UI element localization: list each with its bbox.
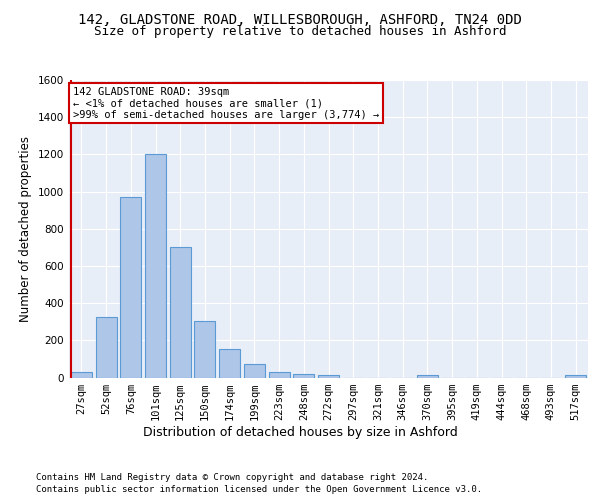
Bar xyxy=(145,154,166,378)
Bar xyxy=(565,376,586,378)
Bar xyxy=(244,364,265,378)
Bar xyxy=(293,374,314,378)
Text: Contains public sector information licensed under the Open Government Licence v3: Contains public sector information licen… xyxy=(36,485,482,494)
Bar xyxy=(95,317,116,378)
Bar xyxy=(120,197,141,378)
Bar xyxy=(71,372,92,378)
Text: Contains HM Land Registry data © Crown copyright and database right 2024.: Contains HM Land Registry data © Crown c… xyxy=(36,472,428,482)
Bar xyxy=(219,348,240,378)
Bar xyxy=(170,248,191,378)
Text: Distribution of detached houses by size in Ashford: Distribution of detached houses by size … xyxy=(143,426,457,439)
Bar xyxy=(318,374,339,378)
Bar xyxy=(194,321,215,378)
Text: Size of property relative to detached houses in Ashford: Size of property relative to detached ho… xyxy=(94,25,506,38)
Bar xyxy=(269,372,290,378)
Text: 142 GLADSTONE ROAD: 39sqm
← <1% of detached houses are smaller (1)
>99% of semi-: 142 GLADSTONE ROAD: 39sqm ← <1% of detac… xyxy=(73,86,379,120)
Bar xyxy=(417,376,438,378)
Y-axis label: Number of detached properties: Number of detached properties xyxy=(19,136,32,322)
Text: 142, GLADSTONE ROAD, WILLESBOROUGH, ASHFORD, TN24 0DD: 142, GLADSTONE ROAD, WILLESBOROUGH, ASHF… xyxy=(78,12,522,26)
